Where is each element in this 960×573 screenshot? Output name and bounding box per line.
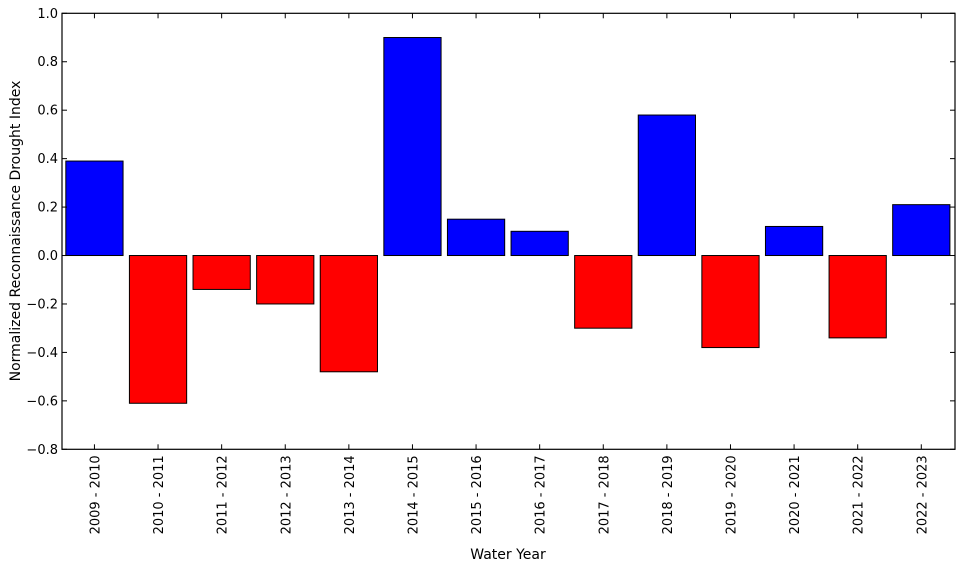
- y-tick-label: 0.6: [37, 104, 58, 119]
- bar-2019-2020: [701, 255, 760, 349]
- y-axis-label: Normalized Reconnaissance Drought Index: [8, 81, 24, 382]
- x-tick-label: 2015 - 2016: [470, 455, 485, 534]
- plot-frame: [61, 12, 956, 450]
- bar-2020-2021: [764, 225, 824, 257]
- x-axis-label: Water Year: [470, 547, 546, 563]
- bar-2009-2010: [65, 160, 124, 257]
- bar-2022-2023: [892, 204, 951, 257]
- y-tick-label: −0.2: [26, 297, 58, 312]
- y-tick-label: 0.2: [37, 201, 58, 216]
- bar-2015-2016: [446, 218, 506, 257]
- x-tick-label: 2012 - 2013: [279, 455, 294, 534]
- bar-2012-2013: [256, 255, 315, 305]
- x-tick-label: 2019 - 2020: [724, 455, 739, 534]
- bars: [65, 37, 951, 404]
- y-tick-label: 0.4: [37, 152, 58, 167]
- x-tick-label: 2018 - 2019: [661, 455, 676, 534]
- x-tick-label: 2009 - 2010: [88, 455, 103, 534]
- y-tick-label: −0.4: [26, 346, 58, 361]
- bar-2017-2018: [574, 255, 633, 329]
- y-tick-label: −0.6: [26, 394, 58, 409]
- y-axis: 1.0 0.8 0.6 0.4 0.2 0.0 −0.2 −0.4 −0.6 −0.8: [26, 7, 955, 458]
- y-tick-label: 0.8: [37, 55, 58, 70]
- y-tick-label: 0.0: [37, 249, 58, 264]
- x-tick-label: 2014 - 2015: [406, 455, 421, 534]
- x-tick-label: 2016 - 2017: [534, 455, 549, 534]
- bar-2018-2019: [637, 114, 696, 257]
- y-tick-label: 1.0: [37, 7, 58, 22]
- bar-2014-2015: [383, 37, 442, 257]
- x-tick-label: 2021 - 2022: [852, 455, 867, 534]
- bar-2010-2011: [128, 255, 188, 404]
- x-axis: 2009 - 2010 2010 - 2011 2011 - 2012 2012 - …: [88, 13, 930, 534]
- x-tick-label: 2010 - 2011: [152, 455, 167, 534]
- y-tick-label: −0.8: [26, 443, 58, 458]
- x-tick-label: 2020 - 2021: [788, 455, 803, 534]
- x-tick-label: 2013 - 2014: [343, 455, 358, 534]
- bar-2011-2012: [192, 255, 251, 290]
- bar-2021-2022: [828, 255, 887, 339]
- x-tick-label: 2017 - 2018: [597, 455, 612, 534]
- bar-2016-2017: [510, 230, 569, 257]
- x-tick-label: 2022 - 2023: [915, 455, 930, 534]
- x-tick-label: 2011 - 2012: [216, 455, 231, 534]
- bar-2013-2014: [319, 255, 378, 373]
